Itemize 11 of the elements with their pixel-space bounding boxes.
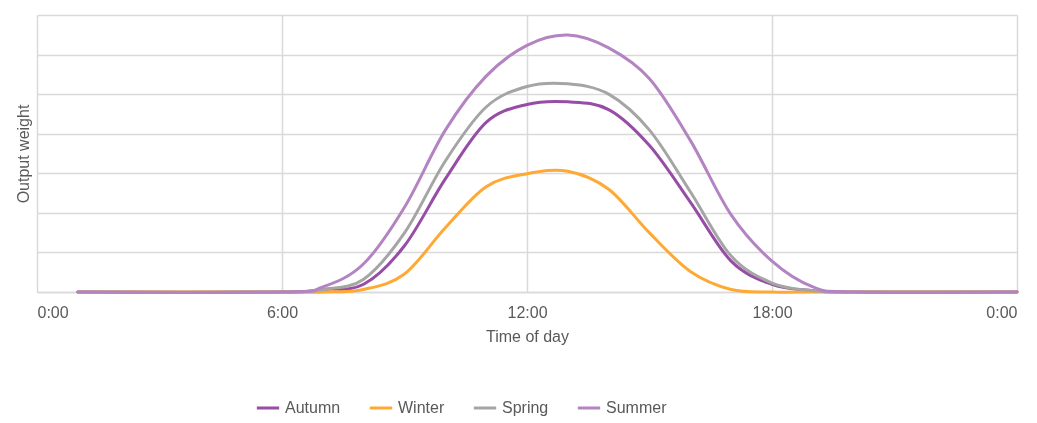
- x-tick-label: 12:00: [507, 303, 548, 321]
- x-tick-label: 0:00: [37, 303, 69, 321]
- legend-label: Winter: [398, 399, 445, 416]
- y-axis-title: Output weight: [14, 104, 32, 204]
- x-tick-label: 6:00: [266, 303, 299, 321]
- legend-label: Summer: [606, 399, 668, 416]
- legend-label: Spring: [502, 399, 549, 416]
- x-tick-label: 0:00: [986, 303, 1018, 321]
- x-axis-title: Time of day: [486, 327, 569, 345]
- legend-label: Autumn: [285, 399, 341, 416]
- x-tick-label: 18:00: [752, 303, 793, 321]
